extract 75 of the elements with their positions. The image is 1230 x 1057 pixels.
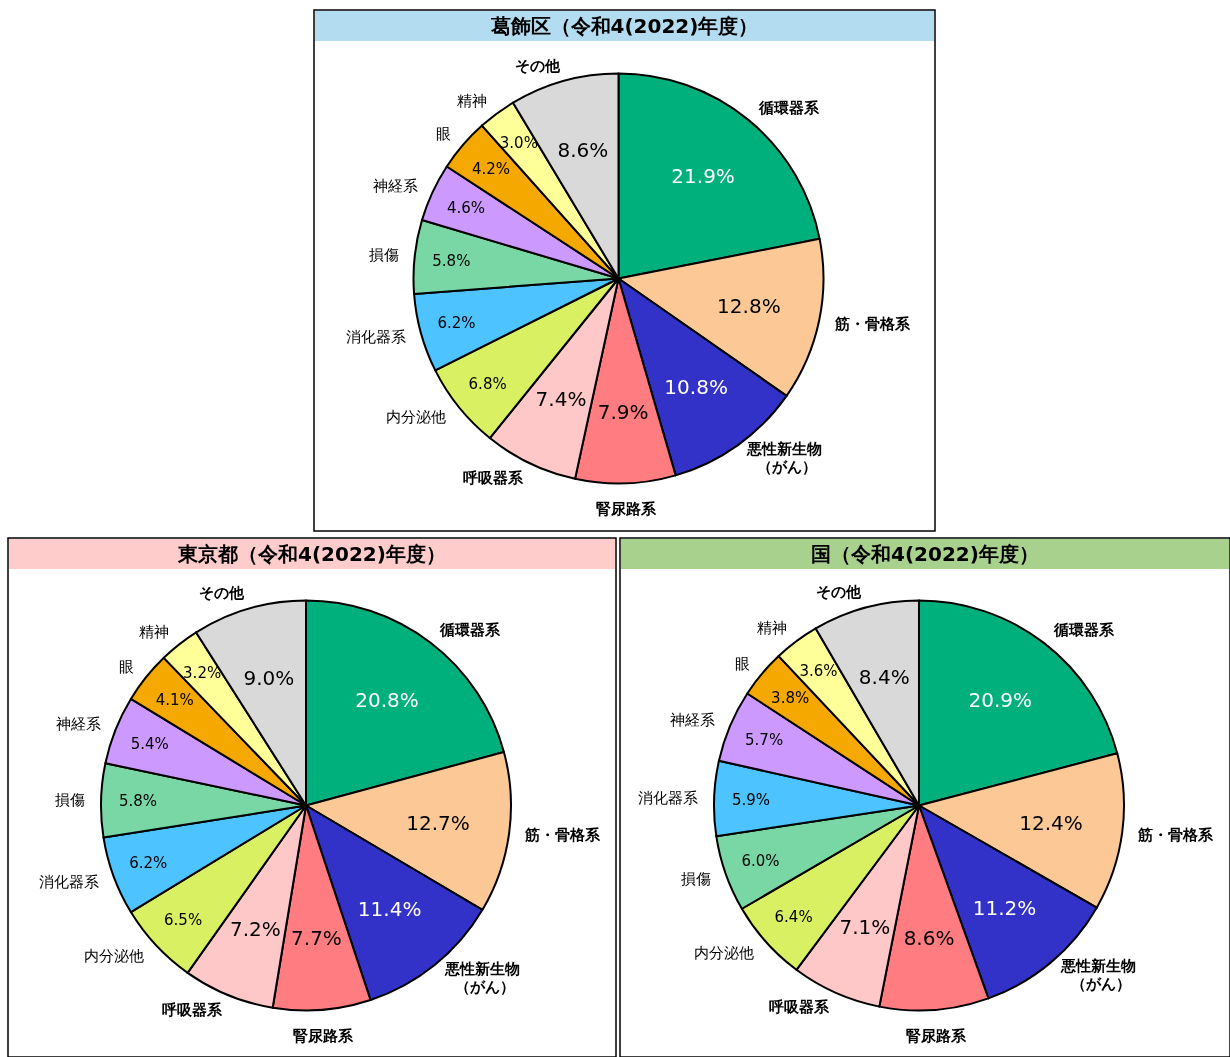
data-label: 7.1% — [839, 915, 891, 940]
slice-label: その他 — [816, 583, 863, 602]
data-label: 7.4% — [535, 386, 587, 411]
data-label: 5.8% — [432, 251, 471, 270]
data-label: 11.4% — [357, 897, 422, 922]
slice-label: 腎尿路系 — [293, 1026, 355, 1045]
data-label: 4.6% — [446, 198, 486, 217]
slice-label: 消化器系 — [638, 788, 699, 807]
slice-label: その他 — [514, 56, 561, 75]
data-label: 4.2% — [471, 159, 511, 178]
slice-label: 筋・骨格系 — [1137, 825, 1215, 844]
data-label: 9.0% — [243, 665, 295, 690]
slice-label: 悪性新生物（がん） — [1059, 956, 1136, 993]
slice-label: 内分泌他 — [386, 408, 447, 427]
data-label: 20.8% — [355, 687, 419, 712]
slice-label: 神経系 — [372, 176, 418, 195]
data-label: 21.9% — [671, 163, 735, 188]
slice-label: 循環器系 — [439, 621, 502, 640]
slice-label: 精神 — [756, 619, 787, 638]
slice-label: 眼 — [435, 125, 451, 144]
slice-label: 呼吸器系 — [769, 998, 831, 1017]
data-label: 8.6% — [557, 138, 609, 163]
data-label: 7.2% — [229, 916, 281, 941]
data-label: 20.9% — [968, 687, 1033, 712]
data-label: 5.7% — [745, 731, 784, 750]
data-label: 6.2% — [129, 854, 168, 873]
slice-label: 呼吸器系 — [162, 1000, 224, 1019]
data-label: 11.2% — [972, 895, 1037, 920]
data-label: 12.8% — [717, 293, 781, 318]
data-label: 4.1% — [155, 691, 194, 710]
slice-label: 筋・骨格系 — [833, 315, 911, 333]
slice-label: 精神 — [457, 91, 488, 110]
slice-label: 神経系 — [670, 710, 716, 729]
data-label: 5.8% — [118, 792, 158, 811]
data-label: 7.9% — [597, 399, 649, 424]
data-label: 5.4% — [130, 734, 169, 753]
data-label: 6.0% — [741, 852, 780, 871]
data-label: 6.4% — [774, 908, 813, 927]
slice-label: 消化器系 — [38, 872, 99, 891]
data-label: 3.6% — [799, 661, 838, 680]
slice-label: 筋・骨格系 — [523, 826, 601, 845]
slice-label: 消化器系 — [345, 328, 406, 347]
slice-label: 腎尿路系 — [596, 500, 658, 519]
chart-title: 東京都（令和4(2022)年度） — [177, 542, 446, 566]
chart-title: 国（令和4(2022)年度） — [811, 542, 1039, 566]
data-label: 5.9% — [731, 790, 771, 809]
slice-label: 損傷 — [55, 790, 86, 809]
data-label: 6.2% — [437, 314, 476, 333]
data-label: 6.8% — [468, 375, 507, 394]
data-label: 12.4% — [1019, 811, 1083, 836]
slice-label: 循環器系 — [1052, 621, 1115, 640]
data-label: 3.2% — [183, 664, 222, 683]
slice-label: 神経系 — [55, 715, 101, 734]
data-label: 8.6% — [903, 926, 955, 951]
slice-label: 悪性新生物（がん） — [443, 959, 520, 996]
data-label: 3.8% — [771, 688, 810, 707]
data-label: 10.8% — [664, 374, 728, 399]
slice-label: 悪性新生物（がん） — [746, 440, 823, 477]
data-label: 6.5% — [164, 911, 203, 930]
data-label: 8.4% — [858, 664, 910, 689]
data-label: 3.0% — [499, 134, 538, 153]
slice-label: 内分泌他 — [694, 943, 755, 962]
slice-label: 循環器系 — [757, 98, 820, 117]
data-label: 7.7% — [291, 926, 342, 951]
chart-title: 葛飾区（令和4(2022)年度） — [489, 14, 759, 38]
slice-label: 損傷 — [680, 870, 711, 889]
slice-label: その他 — [199, 584, 246, 603]
slice-label: 腎尿路系 — [905, 1026, 967, 1045]
slice-label: 眼 — [734, 654, 750, 673]
slice-label: 眼 — [118, 658, 134, 677]
data-label: 12.7% — [406, 811, 470, 836]
slice-label: 精神 — [139, 622, 170, 641]
slice-label: 損傷 — [368, 245, 399, 264]
slice-label: 呼吸器系 — [463, 468, 525, 487]
slice-label: 内分泌他 — [84, 947, 145, 966]
